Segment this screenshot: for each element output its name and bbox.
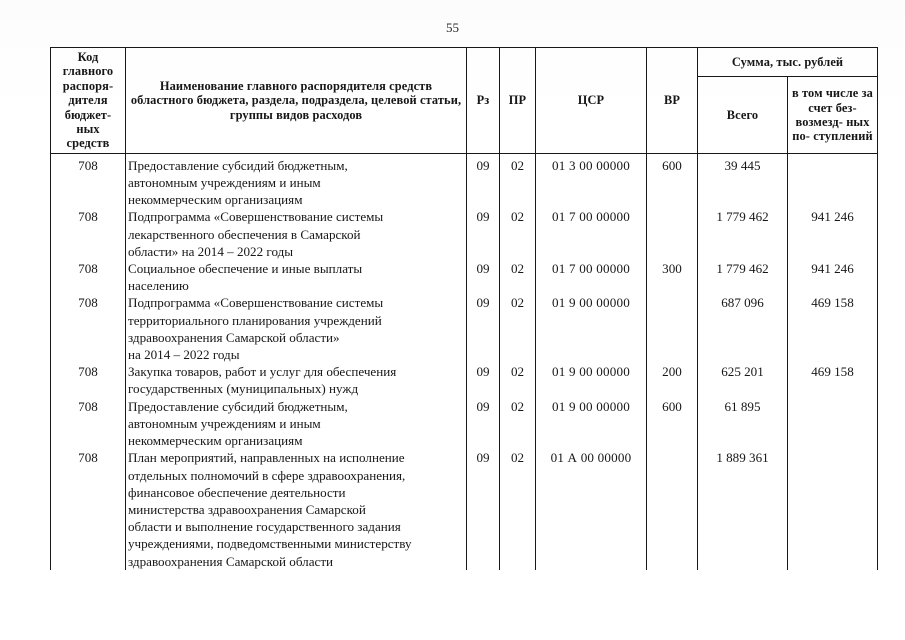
- cell-pr: 02: [499, 260, 536, 295]
- budget-table: Код главного распоря- дителя бюджет- ных…: [50, 47, 879, 570]
- cell-bezvozmezdnye: 469 158: [786, 294, 879, 364]
- cell-bezvozmezdnye: [786, 449, 879, 570]
- cell-vsego: 687 096: [697, 294, 788, 364]
- cell-vsego: 1 779 462: [697, 208, 788, 261]
- cell-kod: 708: [50, 153, 126, 209]
- cell-vsego: 39 445: [697, 153, 788, 209]
- column-header-rz: Рз: [466, 47, 500, 154]
- header-row-top: Код главного распоря- дителя бюджет- ных…: [50, 47, 879, 154]
- cell-name: Закупка товаров, работ и услуг для обесп…: [125, 363, 467, 398]
- cell-bezvozmezdnye: 469 158: [786, 363, 879, 398]
- cell-bezvozmezdnye: [786, 397, 879, 450]
- table-row: 708 Предоставление субсидий бюджетным, а…: [50, 397, 879, 450]
- cell-vr: [646, 449, 698, 570]
- cell-csr: 01 9 00 00000: [535, 294, 647, 364]
- page-number: 55: [446, 20, 459, 35]
- table-row: 708 План мероприятий, направленных на ис…: [50, 449, 879, 570]
- column-header-sum-group: Сумма, тыс. рублей: [696, 47, 879, 77]
- cell-csr: 01 А 00 00000: [535, 449, 647, 570]
- cell-bezvozmezdnye: [786, 153, 879, 209]
- budget-table-container: Код главного распоря- дителя бюджет- ных…: [50, 47, 879, 570]
- cell-name: Предоставление субсидий бюджетным, автон…: [125, 397, 467, 450]
- cell-vr: 600: [646, 153, 698, 209]
- cell-csr: 01 7 00 00000: [535, 208, 647, 261]
- column-header-kod: Код главного распоря- дителя бюджет- ных…: [50, 47, 126, 154]
- cell-vsego: 1 889 361: [697, 449, 788, 570]
- cell-pr: 02: [499, 449, 536, 570]
- cell-csr: 01 7 00 00000: [535, 260, 647, 295]
- column-header-pr: ПР: [499, 47, 536, 154]
- column-header-bezvozmezdnye: в том числе за счет без- возмезд- ных по…: [786, 76, 879, 154]
- cell-kod: 708: [50, 260, 126, 295]
- cell-name: План мероприятий, направленных на исполн…: [125, 449, 467, 570]
- table-row: 708 Подпрограмма «Совершенствование сист…: [50, 208, 879, 261]
- cell-rz: 09: [466, 449, 500, 570]
- cell-kod: 708: [50, 208, 126, 261]
- cell-pr: 02: [499, 153, 536, 209]
- cell-kod: 708: [50, 449, 126, 570]
- cell-pr: 02: [499, 294, 536, 364]
- cell-name: Социальное обеспечение и иные выплаты на…: [125, 260, 467, 295]
- cell-kod: 708: [50, 397, 126, 450]
- cell-pr: 02: [499, 363, 536, 398]
- cell-rz: 09: [466, 260, 500, 295]
- cell-vr: [646, 294, 698, 364]
- column-header-name: Наименование главного распорядителя сред…: [125, 47, 467, 154]
- cell-vsego: 61 895: [697, 397, 788, 450]
- cell-pr: 02: [499, 208, 536, 261]
- cell-rz: 09: [466, 294, 500, 364]
- cell-name: Подпрограмма «Совершенствование системы …: [125, 208, 467, 261]
- cell-pr: 02: [499, 397, 536, 450]
- cell-vr: [646, 208, 698, 261]
- cell-csr: 01 3 00 00000: [535, 153, 647, 209]
- cell-bezvozmezdnye: 941 246: [786, 260, 879, 295]
- column-header-csr: ЦСР: [535, 47, 647, 154]
- cell-bezvozmezdnye: 941 246: [786, 208, 879, 261]
- cell-csr: 01 9 00 00000: [535, 397, 647, 450]
- cell-vsego: 1 779 462: [697, 260, 788, 295]
- cell-rz: 09: [466, 153, 500, 209]
- cell-vr: 600: [646, 397, 698, 450]
- cell-kod: 708: [50, 294, 126, 364]
- column-header-vr: ВР: [646, 47, 698, 154]
- cell-vsego: 625 201: [697, 363, 788, 398]
- cell-name: Подпрограмма «Совершенствование системы …: [125, 294, 467, 364]
- cell-name: Предоставление субсидий бюджетным, автон…: [125, 153, 467, 209]
- cell-csr: 01 9 00 00000: [535, 363, 647, 398]
- table-row: 708 Закупка товаров, работ и услуг для о…: [50, 363, 879, 398]
- column-header-vsego: Всего: [697, 76, 788, 154]
- table-row: 708 Подпрограмма «Совершенствование сист…: [50, 294, 879, 364]
- table-row: 708 Предоставление субсидий бюджетным, а…: [50, 153, 879, 209]
- cell-vr: 200: [646, 363, 698, 398]
- cell-rz: 09: [466, 363, 500, 398]
- cell-kod: 708: [50, 363, 126, 398]
- header-row-bottom: Всего в том числе за счет без- возмезд- …: [51, 76, 879, 154]
- table-header: Код главного распоря- дителя бюджет- ных…: [50, 47, 879, 154]
- cell-vr: 300: [646, 260, 698, 295]
- cell-rz: 09: [466, 208, 500, 261]
- cell-rz: 09: [466, 397, 500, 450]
- table-body: 708 Предоставление субсидий бюджетным, а…: [50, 153, 879, 570]
- table-row: 708 Социальное обеспечение и иные выплат…: [50, 260, 879, 295]
